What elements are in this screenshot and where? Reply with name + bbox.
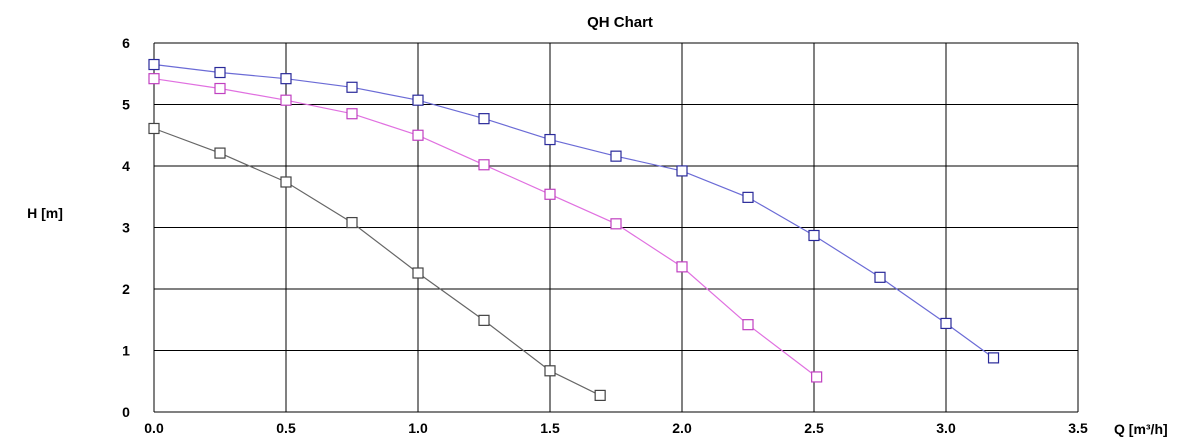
data-point-marker	[544, 188, 556, 200]
y-axis-label: H [m]	[27, 205, 63, 221]
data-point-marker	[478, 113, 490, 125]
data-point-marker	[610, 150, 622, 162]
series-2	[148, 73, 823, 383]
data-point-marker	[544, 365, 556, 377]
data-point-marker	[346, 81, 358, 93]
data-point-marker	[610, 218, 622, 230]
y-tick-label: 1	[122, 343, 130, 359]
data-point-marker	[676, 261, 688, 273]
data-point-marker	[478, 159, 490, 171]
series-line	[153, 63, 994, 359]
y-tick-label: 2	[122, 281, 130, 297]
data-point-marker	[742, 319, 754, 331]
series-1	[148, 58, 1000, 364]
data-point-marker	[808, 229, 820, 242]
series-line	[153, 127, 601, 396]
data-point-marker	[280, 94, 292, 106]
y-tick-label: 4	[122, 158, 130, 174]
data-point-marker	[148, 122, 160, 135]
x-tick-label: 1.5	[540, 420, 560, 436]
data-point-marker	[148, 58, 160, 71]
data-point-marker	[280, 176, 292, 188]
chart-title: QH Chart	[587, 14, 653, 31]
data-point-marker	[346, 216, 358, 229]
data-series	[148, 58, 1000, 401]
data-point-marker	[346, 108, 358, 120]
data-point-marker	[544, 133, 556, 146]
data-point-marker	[214, 147, 226, 159]
data-point-marker	[214, 66, 226, 79]
x-tick-label: 0.5	[276, 420, 296, 436]
series-3	[148, 122, 606, 401]
data-point-marker	[594, 389, 606, 401]
data-point-marker	[214, 82, 226, 95]
axis-ticks: 0.0 0.5 1.0 1.5 2.0 2.5 3.0 3.5 0 1 2 3 4 5 6	[122, 35, 1088, 436]
x-tick-label: 0.0	[144, 420, 164, 436]
data-point-marker	[676, 165, 688, 177]
data-point-marker	[940, 317, 952, 330]
x-tick-label: 2.5	[804, 420, 824, 436]
data-point-marker	[987, 352, 1000, 364]
x-tick-label: 3.0	[936, 420, 956, 436]
y-tick-label: 0	[122, 404, 130, 420]
y-tick-label: 3	[122, 220, 130, 236]
data-point-marker	[874, 271, 886, 283]
data-point-marker	[811, 371, 823, 383]
y-tick-label: 5	[122, 97, 130, 113]
data-point-marker	[412, 94, 424, 106]
x-tick-label: 3.5	[1068, 420, 1088, 436]
data-point-marker	[280, 73, 292, 85]
x-tick-label: 2.0	[672, 420, 692, 436]
data-point-marker	[478, 314, 490, 326]
data-point-marker	[742, 191, 754, 203]
data-point-marker	[412, 267, 424, 279]
x-tick-label: 1.0	[408, 420, 428, 436]
data-point-marker	[148, 73, 160, 85]
y-tick-label: 6	[122, 35, 130, 51]
x-axis-label: Q [m³/h]	[1114, 421, 1168, 437]
data-point-marker	[412, 129, 424, 141]
